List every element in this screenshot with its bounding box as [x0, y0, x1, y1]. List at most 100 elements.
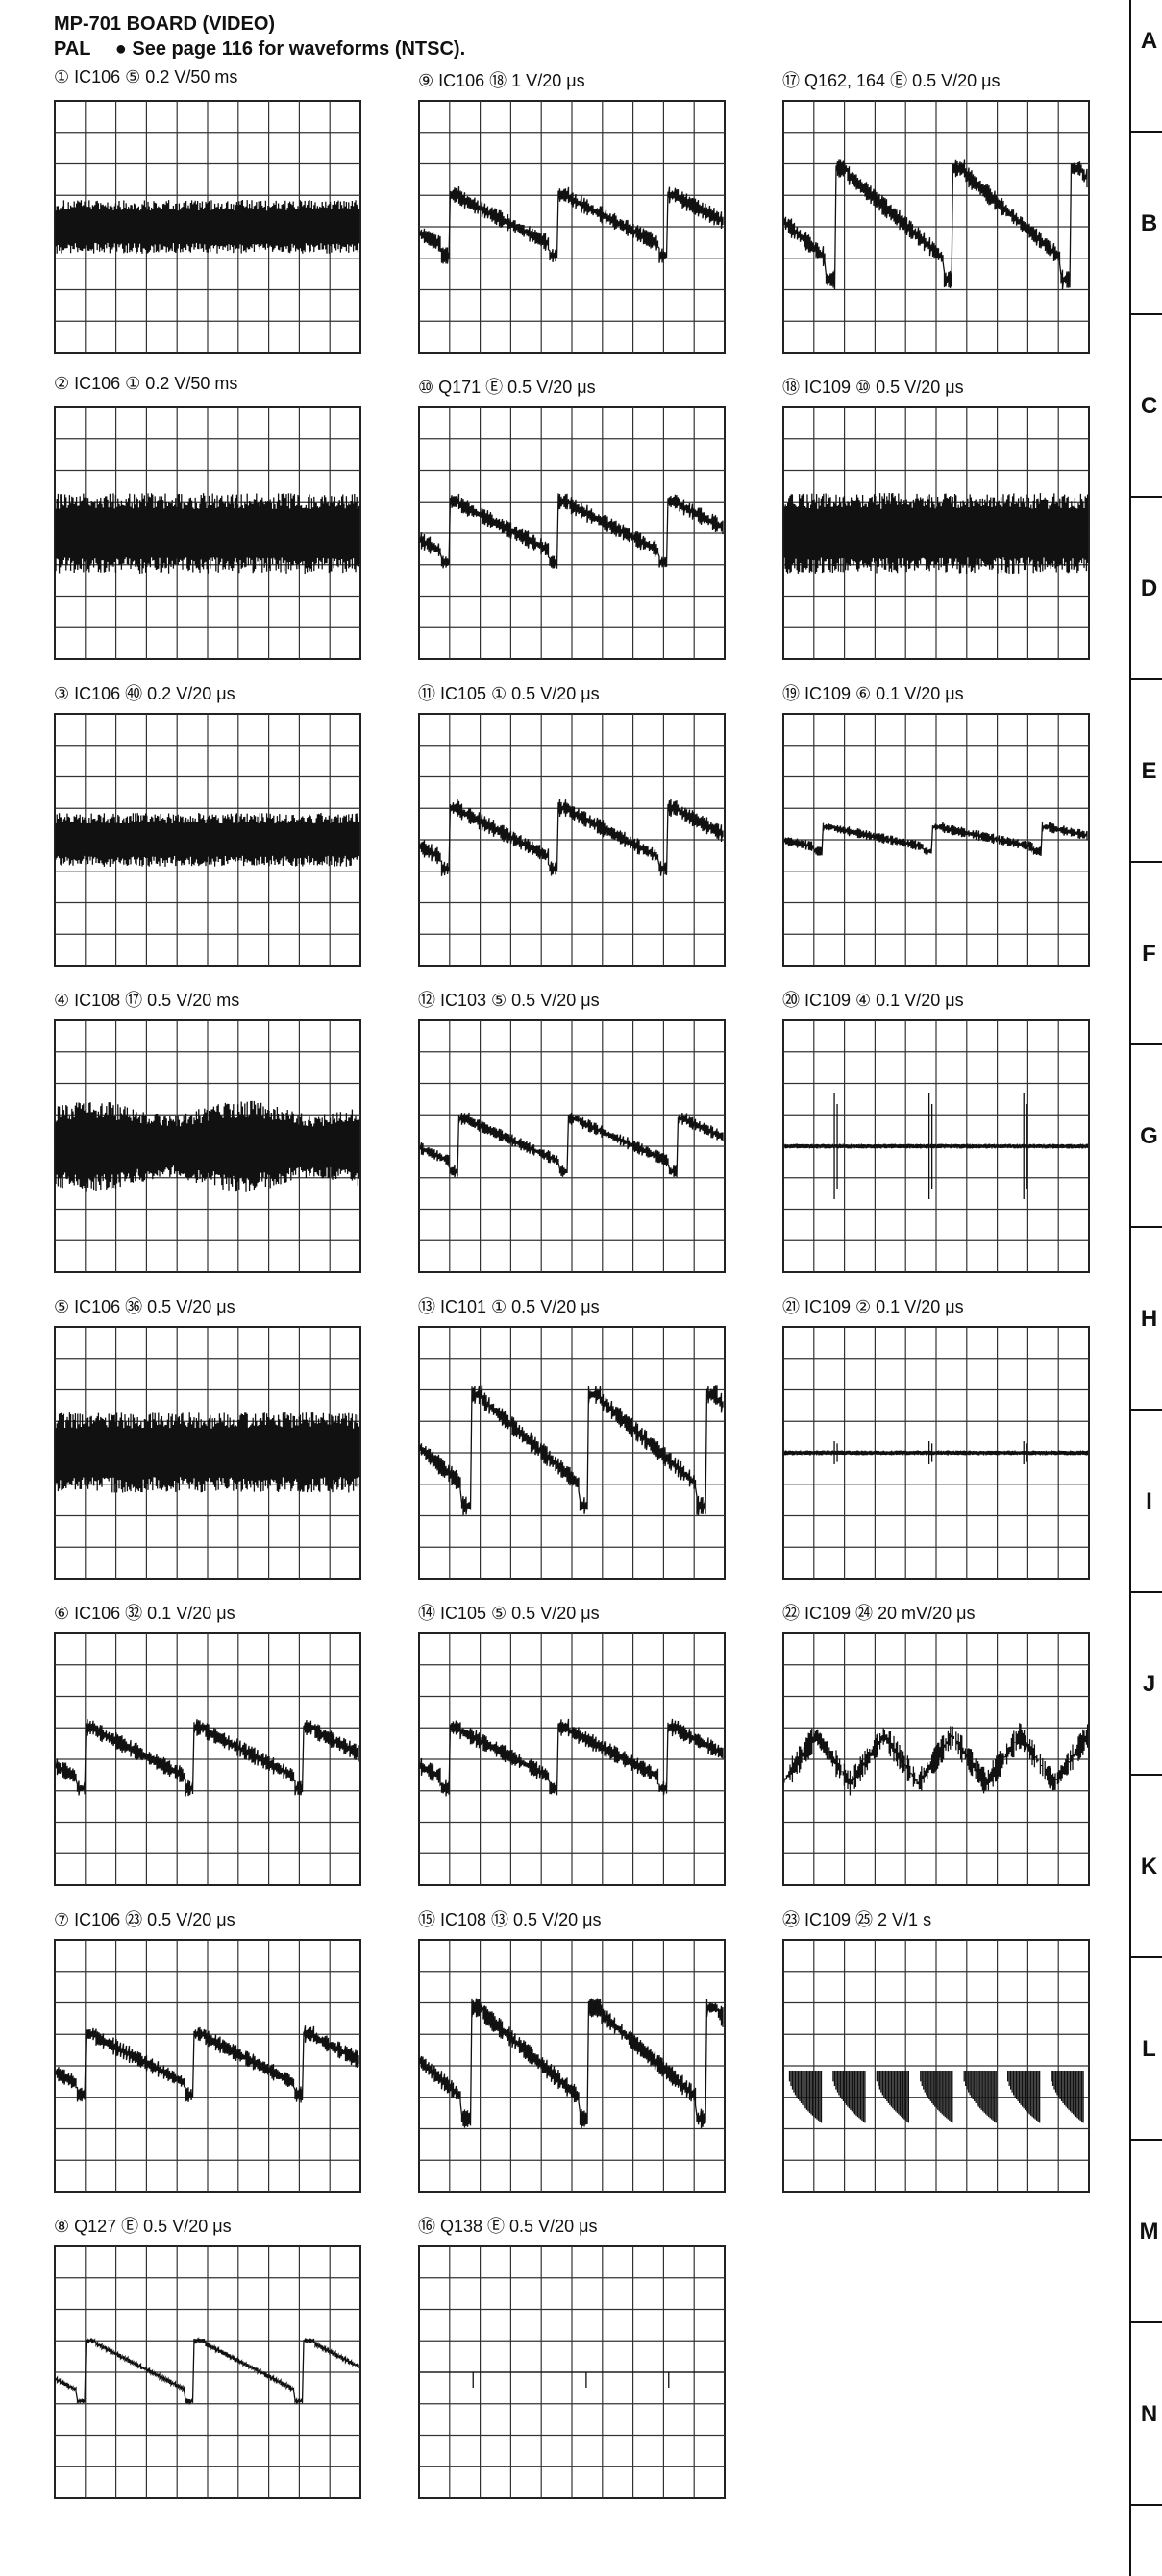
- waveform-label: ⑳ IC109 ④ 0.1 V/20 μs: [782, 991, 964, 1010]
- oscilloscope-screen: [54, 1019, 361, 1273]
- grid-ref-divider: [1129, 1409, 1162, 1411]
- waveform-trace: [55, 2337, 359, 2406]
- grid-ref-divider: [1129, 2504, 1162, 2506]
- oscilloscope-screen: [782, 1939, 1090, 2193]
- waveform-label: ⑩ Q171 Ⓔ 0.5 V/20 μs: [418, 378, 596, 397]
- oscilloscope-screen: [418, 1632, 726, 1886]
- waveform-label: ⑤ IC106 ㊱ 0.5 V/20 μs: [54, 1297, 235, 1316]
- grid-ref-divider: [1129, 1956, 1162, 1958]
- waveform-trace: [420, 2371, 724, 2388]
- oscilloscope-screen: [782, 1326, 1090, 1580]
- oscilloscope-screen: [782, 406, 1090, 660]
- waveform-label: ⑦ IC106 ㉓ 0.5 V/20 μs: [54, 1910, 235, 1929]
- waveform-trace: [419, 186, 724, 264]
- waveform-label: ④ IC108 ⑰ 0.5 V/20 ms: [54, 991, 240, 1010]
- grid-ref: C: [1140, 393, 1158, 419]
- waveform-trace: [55, 2025, 359, 2103]
- waveform-label: ㉑ IC109 ② 0.1 V/20 μs: [782, 1297, 964, 1316]
- waveform-label: ⑲ IC109 ⑥ 0.1 V/20 μs: [782, 684, 964, 703]
- oscilloscope-screen: [54, 100, 361, 354]
- board-title: MP-701 BOARD (VIDEO): [54, 13, 276, 35]
- waveform-label: ⑱ IC109 ⑩ 0.5 V/20 μs: [782, 378, 964, 397]
- grid-ref-divider: [1129, 1043, 1162, 1045]
- oscilloscope-screen: [54, 1326, 361, 1580]
- waveform-label: ⑪ IC105 ① 0.5 V/20 μs: [418, 684, 600, 703]
- oscilloscope-screen: [54, 713, 361, 967]
- waveform-trace: [783, 1441, 1089, 1464]
- waveform-trace: [419, 1998, 724, 2129]
- waveform-trace: [419, 1718, 724, 1797]
- oscilloscope-screen: [782, 100, 1090, 354]
- grid-ref-divider: [1129, 1591, 1162, 1593]
- waveform-label: ⑥ IC106 ㉜ 0.1 V/20 μs: [54, 1604, 235, 1623]
- grid-ref-divider: [1129, 1226, 1162, 1228]
- grid-ref-divider: [1129, 1774, 1162, 1776]
- waveform-label: ㉒ IC109 ㉔ 20 mV/20 μs: [782, 1604, 976, 1623]
- waveform-trace: [55, 813, 360, 867]
- waveform-label: ⑫ IC103 ⑤ 0.5 V/20 μs: [418, 991, 600, 1010]
- waveform-trace: [783, 822, 1088, 856]
- oscilloscope-screen: [418, 406, 726, 660]
- waveform-label: ⑧ Q127 Ⓔ 0.5 V/20 μs: [54, 2217, 232, 2236]
- grid-ref: I: [1146, 1488, 1152, 1514]
- waveform-trace: [788, 2071, 1084, 2123]
- waveform-trace: [55, 1719, 359, 1797]
- waveform-trace: [55, 200, 360, 254]
- waveform-trace: [783, 493, 1089, 574]
- waveform-trace: [419, 1112, 724, 1178]
- oscilloscope-screen: [418, 1326, 726, 1580]
- oscilloscope-screen: [782, 1632, 1090, 1886]
- grid-ref: K: [1140, 1853, 1158, 1879]
- waveform-trace: [55, 1100, 360, 1192]
- grid-ref-divider: [1129, 496, 1162, 498]
- oscilloscope-screen: [782, 1019, 1090, 1273]
- grid-ref: A: [1140, 28, 1158, 54]
- waveform-label: ⑨ IC106 ⑱ 1 V/20 μs: [418, 71, 585, 90]
- system: PAL: [54, 38, 91, 60]
- grid-ref: H: [1140, 1306, 1158, 1332]
- grid-ref: E: [1141, 758, 1157, 784]
- oscilloscope-screen: [418, 1939, 726, 2193]
- waveform-label: ⑰ Q162, 164 Ⓔ 0.5 V/20 μs: [782, 71, 1001, 90]
- border: [1129, 0, 1131, 2576]
- oscilloscope-screen: [54, 406, 361, 660]
- grid-ref: M: [1139, 2219, 1159, 2245]
- oscilloscope-screen: [418, 1019, 726, 1273]
- grid-ref: N: [1140, 2401, 1158, 2427]
- oscilloscope-screen: [54, 1632, 361, 1886]
- waveform-label: ② IC106 ① 0.2 V/50 ms: [54, 374, 238, 393]
- grid-ref: F: [1142, 941, 1156, 967]
- waveform-trace: [783, 1093, 1089, 1199]
- grid-ref: D: [1140, 576, 1158, 601]
- waveform-label: ⑮ IC108 ⑬ 0.5 V/20 μs: [418, 1910, 602, 1929]
- oscilloscope-screen: [418, 2245, 726, 2499]
- grid-ref: L: [1142, 2036, 1156, 2062]
- waveform-trace: [55, 1412, 360, 1493]
- waveform-trace: [783, 159, 1088, 290]
- waveform-label: ① IC106 ⑤ 0.2 V/50 ms: [54, 67, 238, 86]
- waveform-label: ③ IC106 ㊵ 0.2 V/20 μs: [54, 684, 235, 703]
- oscilloscope-screen: [418, 713, 726, 967]
- grid-ref-divider: [1129, 678, 1162, 680]
- waveform-label: ㉓ IC109 ㉕ 2 V/1 s: [782, 1910, 932, 1929]
- waveform-trace: [419, 493, 724, 569]
- grid-ref: J: [1142, 1671, 1156, 1697]
- grid-ref: B: [1140, 210, 1158, 236]
- oscilloscope-screen: [54, 2245, 361, 2499]
- waveform-trace: [783, 1723, 1089, 1796]
- oscilloscope-screen: [418, 100, 726, 354]
- grid-ref: G: [1140, 1123, 1158, 1149]
- grid-ref-divider: [1129, 131, 1162, 133]
- waveform-trace: [419, 798, 724, 876]
- grid-ref-divider: [1129, 2139, 1162, 2141]
- grid-ref-divider: [1129, 313, 1162, 315]
- oscilloscope-screen: [782, 713, 1090, 967]
- note: ● See page 116 for waveforms (NTSC).: [114, 38, 466, 60]
- grid-ref-divider: [1129, 2321, 1162, 2323]
- oscilloscope-screen: [54, 1939, 361, 2193]
- header-line: PAL ● See page 116 for waveforms (NTSC).: [54, 38, 465, 61]
- waveform-label: ⑯ Q138 Ⓔ 0.5 V/20 μs: [418, 2217, 598, 2236]
- waveform-trace: [419, 1385, 724, 1516]
- grid-ref-divider: [1129, 861, 1162, 863]
